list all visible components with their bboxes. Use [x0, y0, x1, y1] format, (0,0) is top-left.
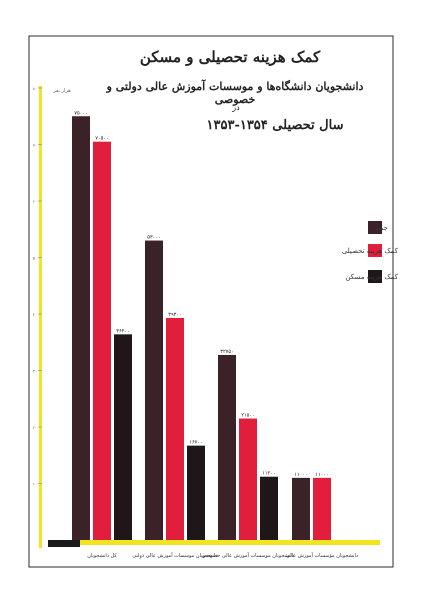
- legend-swatch-housing: [368, 270, 382, 283]
- y-tick-label: ۶۰: [33, 199, 37, 204]
- bar-total: [72, 116, 90, 540]
- category-label: کل دانشجویان: [87, 553, 117, 559]
- category-label: دانشجویان مؤسسات آموزش عالی: [286, 552, 358, 559]
- bar-total: [145, 240, 163, 541]
- bar-value-label: ۱۶۷۰۰: [189, 440, 202, 446]
- bar-housing: [114, 334, 132, 540]
- bar-tuition: [93, 141, 111, 541]
- y-tick-label: ۲۰: [33, 425, 37, 430]
- legend-label-total: جمع: [375, 224, 388, 232]
- bar-tuition: [239, 418, 257, 540]
- y-tick-label: ۵۰: [33, 256, 37, 261]
- y-tick-label: ۷۰: [33, 143, 37, 148]
- x-axis-black-block: [48, 540, 80, 547]
- bar-value-label: ۲۱۵۰۰: [241, 413, 254, 419]
- chart-year-line: سال تحصیلی ۱۳۵۴-۱۳۵۳: [206, 118, 344, 133]
- bar-value-label: ۵۳۰۰۰: [147, 235, 160, 241]
- bar-value-label: ۳۲۷۵۰: [220, 349, 233, 355]
- bar-total: [292, 477, 310, 540]
- bar-housing: [260, 476, 278, 540]
- page-frame: [28, 35, 394, 568]
- bar-value-label: ۱۱۲۰۰: [262, 471, 275, 477]
- x-axis-line: [48, 540, 380, 545]
- category-label: دانشجویان موسسات آموزش عالی دولتی: [132, 552, 218, 559]
- legend-label-housing: کمک هزینه مسکن: [345, 273, 398, 281]
- legend-label-tuition: کمک هزینه تحصیلی: [341, 247, 398, 255]
- y-tick-label: ۳۰: [33, 369, 37, 374]
- y-tick-label: ۴۰: [33, 312, 37, 317]
- bar-housing: [187, 445, 205, 540]
- bar-value-label: ۷۰۵۰۰: [95, 136, 108, 142]
- y-tick-label: ۸۰: [33, 86, 37, 91]
- bar-tuition: [313, 477, 331, 540]
- y-axis-label: هزار نفر: [52, 88, 71, 94]
- chart-title-connector: در: [232, 103, 240, 112]
- chart-subtitle: دانشجویان دانشگاه‌ها و موسسات آموزش عالی…: [106, 80, 364, 106]
- bar-value-label: ۳۹۳۰۰: [168, 312, 181, 318]
- legend-swatch-tuition: [368, 244, 382, 257]
- y-tick-label: ۱۰: [33, 482, 37, 487]
- bar-tuition: [166, 317, 184, 540]
- bar-value-label: ۱۱۰۰۰: [315, 472, 328, 478]
- chart-title: کمک هزینه تحصیلی و مسکن: [139, 48, 321, 66]
- bar-value-label: ۱۱۰۰۰: [294, 472, 307, 478]
- category-label: دانشجویان موسسات آموزش عالی خصوصی: [202, 552, 294, 559]
- y-axis-line: [39, 86, 42, 548]
- bar-total: [218, 354, 236, 540]
- legend-swatch-total: [368, 221, 382, 234]
- bar-value-label: ۷۵۰۰۰: [74, 110, 87, 116]
- bar-value-label: ۳۶۴۰۰: [116, 328, 129, 334]
